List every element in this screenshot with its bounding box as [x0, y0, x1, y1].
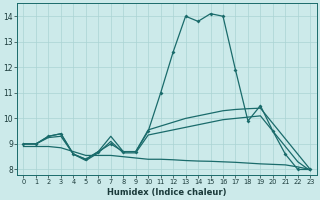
X-axis label: Humidex (Indice chaleur): Humidex (Indice chaleur): [107, 188, 227, 197]
